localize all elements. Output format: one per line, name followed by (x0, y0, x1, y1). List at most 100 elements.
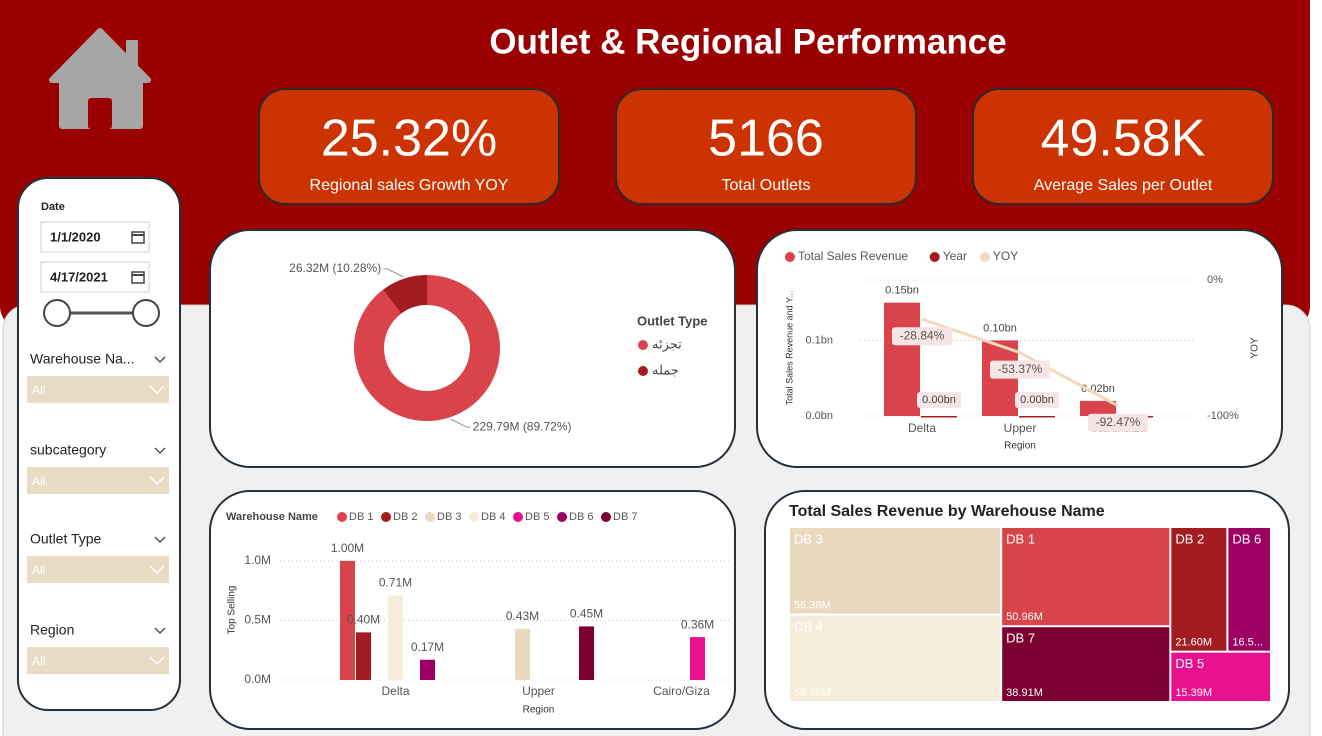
tile-label: DB 7 (1006, 631, 1035, 646)
y-tick-label: 0.0M (244, 672, 271, 686)
data-label: -92.47% (1096, 415, 1141, 429)
kpi-box (615, 88, 917, 205)
slicer-label: Warehouse Na... (30, 351, 135, 367)
legend-label: DB 7 (613, 511, 637, 523)
legend-label: DB 4 (481, 511, 505, 523)
legend-marker (337, 512, 347, 522)
kpi-value: 5166 (708, 110, 824, 168)
tile-label: DB 1 (1006, 531, 1035, 546)
x-tick-label: Upper (1004, 421, 1037, 435)
data-label: 0.00bn (1020, 394, 1054, 406)
date-input[interactable] (40, 261, 150, 293)
bar (388, 595, 403, 680)
home-door (88, 98, 112, 129)
bar (515, 628, 530, 680)
label-bg (917, 392, 961, 408)
home-icon[interactable] (49, 28, 151, 129)
slicer-value: All (32, 654, 45, 668)
bar (690, 637, 705, 680)
kpi-label: Total Outlets (722, 177, 811, 194)
treemap-tile[interactable] (1228, 528, 1270, 651)
treemap-tile[interactable] (1171, 528, 1227, 651)
y2-axis-title: YOY (1250, 337, 1261, 358)
chevron (154, 447, 166, 454)
tile-value: 56.38M (794, 599, 831, 611)
data-label: 0.71M (379, 576, 412, 590)
slicer-dropdown[interactable] (27, 376, 169, 403)
data-label: 0.17M (411, 640, 444, 654)
tile-label: DB 5 (1175, 656, 1204, 671)
x-axis-title: Region (1004, 441, 1036, 452)
slicer-label: Outlet Type (30, 531, 102, 547)
legend-marker (638, 340, 648, 350)
bar (420, 659, 435, 680)
home-shape (49, 28, 151, 129)
data-label: -28.84% (900, 328, 945, 342)
slicer-dropdown[interactable] (27, 467, 169, 494)
data-label: 229.79M (89.72%) (473, 419, 572, 433)
legend-label: Year (943, 249, 967, 263)
slicer-dropdown[interactable] (27, 556, 169, 583)
label-bg (1088, 413, 1148, 432)
kpi-value: 49.58K (1041, 110, 1206, 168)
date-label: Date (41, 201, 65, 213)
date-input[interactable] (40, 221, 150, 253)
data-label: 26.32M (10.28%) (289, 261, 381, 275)
chevron (154, 536, 166, 543)
slicer-dropdown[interactable] (27, 647, 169, 674)
x-axis-title: Region (523, 705, 555, 716)
date-slider-handle[interactable] (43, 299, 71, 327)
tile-value: 21.60M (1175, 637, 1212, 649)
calendar-icon (131, 231, 145, 244)
y2-tick-label: -100% (1207, 410, 1239, 422)
treemap-tile[interactable] (790, 615, 1001, 701)
y-tick-label: 1.0M (244, 553, 271, 567)
y-axis-title: Top Selling (227, 586, 238, 635)
line (921, 317, 1119, 408)
legend-title: Outlet Type (637, 313, 708, 328)
leader-line (450, 418, 471, 428)
y-tick-label: 0.0bn (805, 410, 833, 422)
bar (1019, 416, 1055, 418)
calendar-icon (131, 271, 145, 284)
label-bg (892, 327, 952, 346)
bar (921, 416, 957, 418)
y-tick-label: 0.1bn (805, 334, 833, 346)
label-bg (990, 360, 1050, 379)
kpi-box (972, 88, 1274, 205)
data-label: 0.10bn (983, 322, 1017, 334)
legend-marker (513, 512, 523, 522)
data-label: 0.15bn (885, 285, 919, 297)
date-value: 4/17/2021 (50, 269, 108, 284)
treemap-tile[interactable] (1171, 652, 1270, 701)
treemap-tile[interactable] (1002, 528, 1170, 626)
slicer-value: All (32, 563, 45, 577)
x-tick-label: Delta (381, 684, 409, 698)
x-tick-label: Cairo/Giza (653, 684, 710, 698)
home-chimney (126, 40, 138, 66)
date-slider-handle[interactable] (132, 299, 160, 327)
x-tick-label: Upper (522, 684, 555, 698)
tile-value: 15.39M (1175, 687, 1212, 699)
data-label: 0.40M (347, 613, 380, 627)
legend-marker (785, 252, 795, 262)
legend-label: DB 6 (569, 511, 593, 523)
treemap-tile[interactable] (1002, 627, 1170, 701)
tile-value: 16.5... (1232, 637, 1263, 649)
data-label: 1.00M (331, 541, 364, 555)
tile-label: DB 2 (1175, 531, 1204, 546)
treemap-tile[interactable] (790, 528, 1001, 614)
bar (884, 302, 920, 416)
bar (579, 626, 594, 680)
legend-label: DB 1 (349, 511, 373, 523)
data-label: 0.00bn (922, 394, 956, 406)
kpi-label: Average Sales per Outlet (1034, 177, 1213, 194)
legend-marker (601, 512, 611, 522)
legend-label: Total Sales Revenue (798, 249, 908, 263)
legend-title: Warehouse Name (226, 511, 318, 523)
legend-label: تجزئه (652, 336, 682, 352)
chevron (149, 565, 165, 575)
tile-value: 38.91M (1006, 687, 1043, 699)
tile-label: DB 4 (794, 619, 823, 634)
